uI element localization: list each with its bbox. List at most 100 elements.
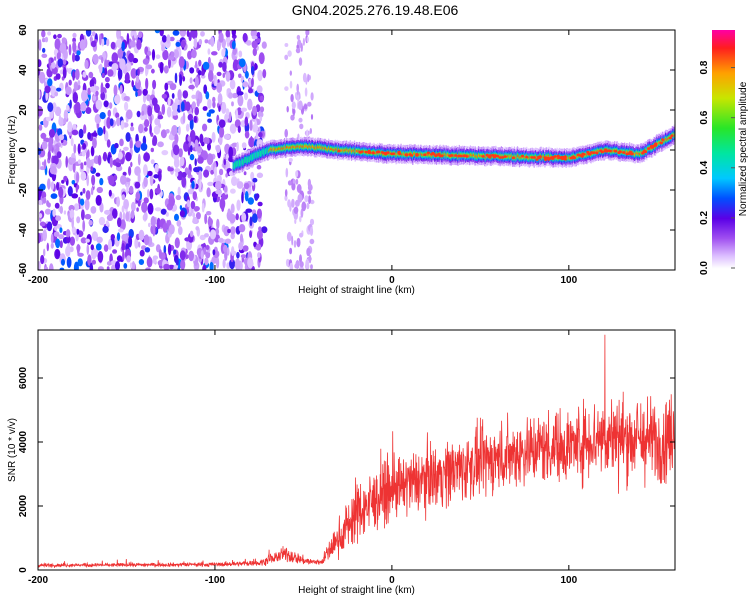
ridge-cell xyxy=(528,156,530,159)
noise-blob xyxy=(123,146,129,151)
noise-blob xyxy=(46,221,53,232)
noise-blob xyxy=(304,195,309,203)
noise-blob xyxy=(207,98,212,109)
noise-blob xyxy=(76,228,80,235)
noise-blob xyxy=(65,156,68,168)
noise-blob xyxy=(104,67,108,76)
noise-blob xyxy=(119,58,126,71)
ridge-cell xyxy=(290,146,292,149)
ridge-cell xyxy=(447,153,449,156)
noise-blob xyxy=(198,38,203,46)
ridge-cell xyxy=(502,155,504,157)
noise-blob xyxy=(152,79,157,90)
noise-blob xyxy=(39,221,46,227)
noise-blob xyxy=(168,196,175,207)
noise-blob xyxy=(52,102,57,113)
noise-blob xyxy=(38,261,41,270)
noise-blob xyxy=(202,61,210,70)
noise-blob xyxy=(236,107,242,116)
noise-blob xyxy=(219,197,226,210)
noise-blob xyxy=(161,104,166,115)
noise-blob xyxy=(89,262,94,270)
noise-blob xyxy=(306,129,309,139)
noise-blob xyxy=(58,134,65,141)
noise-blob xyxy=(81,150,86,157)
noise-blob xyxy=(134,181,141,189)
noise-blob xyxy=(96,236,103,243)
noise-blob xyxy=(138,259,145,265)
noise-blob xyxy=(189,230,194,238)
noise-blob xyxy=(96,186,104,194)
ridge-cell xyxy=(547,155,549,158)
noise-blob xyxy=(61,179,65,184)
noise-blob xyxy=(112,249,118,254)
noise-blob xyxy=(42,197,47,204)
noise-blob xyxy=(238,50,243,58)
noise-blob xyxy=(286,231,292,242)
noise-blob xyxy=(289,80,293,89)
noise-blob xyxy=(135,140,142,148)
noise-blob xyxy=(189,77,193,84)
noise-blob xyxy=(71,129,79,136)
noise-blob xyxy=(285,258,290,267)
ridge-cell xyxy=(316,147,318,150)
noise-blob xyxy=(100,82,104,94)
noise-blob xyxy=(256,172,264,179)
noise-blob xyxy=(194,106,199,116)
noise-blob xyxy=(101,56,104,64)
noise-blob xyxy=(160,129,167,139)
noise-blob xyxy=(149,188,154,200)
noise-blob xyxy=(308,254,312,264)
noise-blob xyxy=(201,202,205,213)
noise-blob xyxy=(38,147,42,155)
noise-blob xyxy=(222,259,226,269)
noise-blob xyxy=(168,264,175,270)
noise-blob xyxy=(91,247,97,260)
noise-blob xyxy=(150,132,154,137)
noise-blob xyxy=(71,180,76,185)
noise-blob xyxy=(163,263,170,270)
noise-blob xyxy=(196,146,203,154)
noise-blob xyxy=(69,209,75,219)
ridge-cell xyxy=(253,153,255,159)
noise-blob xyxy=(110,41,116,50)
noise-blob xyxy=(204,233,209,238)
ridge-cell xyxy=(402,152,405,155)
noise-blob xyxy=(227,228,231,234)
noise-blob xyxy=(141,110,145,116)
noise-blob xyxy=(229,79,236,90)
noise-blob xyxy=(174,133,179,144)
noise-blob xyxy=(57,33,62,39)
noise-blob xyxy=(50,242,54,249)
noise-blob xyxy=(215,189,223,195)
noise-blob xyxy=(73,261,79,270)
ridge-cell xyxy=(344,149,346,152)
noise-blob xyxy=(179,74,183,86)
noise-blob xyxy=(83,161,87,166)
noise-blob xyxy=(196,98,200,107)
noise-blob xyxy=(95,90,99,96)
noise-blob xyxy=(72,52,76,63)
ridge-cell xyxy=(351,150,353,152)
noise-blob xyxy=(145,267,151,270)
ridge-cell xyxy=(354,151,356,154)
ridge-cell xyxy=(309,145,311,148)
noise-blob xyxy=(236,141,239,152)
noise-blob xyxy=(95,172,101,177)
noise-blob xyxy=(247,98,253,111)
noise-blob xyxy=(88,220,93,226)
noise-blob xyxy=(296,184,302,193)
noise-blob xyxy=(154,30,160,34)
noise-blob xyxy=(244,191,249,202)
noise-blob xyxy=(46,242,49,252)
noise-blob xyxy=(58,114,62,123)
noise-blob xyxy=(219,168,224,176)
noise-blob xyxy=(249,119,253,131)
noise-blob xyxy=(307,101,312,107)
noise-blob xyxy=(179,30,187,37)
noise-blob xyxy=(76,172,80,184)
noise-blob xyxy=(178,226,183,236)
noise-blob xyxy=(125,132,131,142)
ridge-cell xyxy=(287,146,289,148)
noise-blob xyxy=(170,51,175,58)
